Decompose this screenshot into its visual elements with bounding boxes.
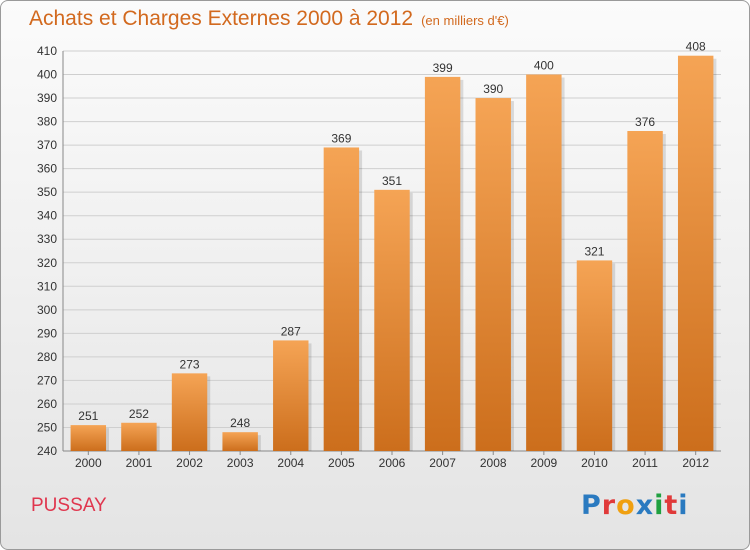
x-tick-label: 2002 — [176, 456, 203, 470]
bar — [121, 422, 157, 451]
bar — [475, 98, 511, 451]
data-label: 390 — [483, 82, 503, 96]
y-tick-label: 280 — [37, 350, 57, 364]
x-tick-label: 2006 — [379, 456, 406, 470]
data-label: 252 — [129, 407, 149, 421]
bar — [627, 131, 663, 451]
data-labels: 251 252 273 248 287 369 351 399 390 400 321 376 408 — [78, 40, 706, 430]
x-tick-label: 2012 — [682, 456, 709, 470]
y-tick-label: 360 — [37, 162, 57, 176]
data-label: 273 — [180, 357, 200, 371]
bar — [526, 74, 562, 451]
data-label: 351 — [382, 174, 402, 188]
x-tick-label: 2001 — [126, 456, 153, 470]
data-label: 400 — [534, 59, 554, 73]
bar — [374, 189, 410, 451]
y-tick-label: 330 — [37, 232, 57, 246]
y-tick-label: 370 — [37, 138, 57, 152]
place-name: PUSSAY — [31, 495, 107, 516]
bar — [70, 425, 107, 451]
y-tick-label: 250 — [37, 420, 57, 434]
x-tick-label: 2009 — [530, 456, 557, 470]
bar — [323, 147, 360, 451]
data-label: 408 — [686, 40, 706, 54]
chart-subtitle: (en milliers d'€) — [421, 13, 509, 28]
x-tick-label: 2003 — [227, 456, 254, 470]
x-tick-label: 2007 — [429, 456, 456, 470]
axes: 240 250 260 270 280 290 300 310 320 330 340 350 360 3… — [37, 44, 721, 470]
y-tick-label: 380 — [37, 115, 57, 129]
data-label: 376 — [635, 115, 655, 129]
y-tick-label: 350 — [37, 185, 57, 199]
data-label: 287 — [281, 324, 301, 338]
x-tick-label: 2011 — [632, 456, 658, 470]
y-tick-label: 300 — [37, 303, 57, 317]
logo-letter: r — [601, 490, 617, 521]
title-text: Achats et Charges Externes 2000 à 2012 — [29, 7, 414, 30]
data-label: 251 — [78, 409, 98, 423]
x-tick-label: 2005 — [328, 456, 355, 470]
bar — [424, 76, 461, 451]
y-tick-label: 390 — [37, 91, 57, 105]
bars — [70, 55, 717, 452]
x-tick-label: 2008 — [480, 456, 507, 470]
y-tick-label: 410 — [37, 44, 57, 58]
data-label: 248 — [230, 416, 250, 430]
y-tick-label: 260 — [37, 397, 57, 411]
logo-letter: t — [664, 490, 679, 521]
x-tick-label: 2010 — [581, 456, 608, 470]
logo-letter: o — [616, 490, 636, 521]
bar — [222, 432, 258, 451]
logo-letter: i — [654, 490, 665, 521]
x-tick-label: 2000 — [75, 456, 102, 470]
y-tick-label: 240 — [37, 444, 57, 458]
y-tick-label: 310 — [37, 279, 57, 293]
logo-letter: x — [635, 490, 655, 521]
y-tick-label: 270 — [37, 373, 57, 387]
y-tick-label: 320 — [37, 256, 57, 270]
data-label: 399 — [433, 61, 453, 75]
proxiti-logo: Proxiti — [581, 490, 689, 521]
chart-title: Achats et Charges Externes 2000 à 2012 (e… — [29, 7, 509, 31]
data-label: 369 — [331, 131, 351, 145]
bar — [171, 373, 208, 451]
bar — [273, 340, 309, 451]
y-tick-label: 290 — [37, 326, 57, 340]
data-label: 321 — [584, 244, 604, 258]
bar — [576, 260, 613, 451]
y-tick-label: 340 — [37, 209, 57, 223]
logo-letter: i — [678, 490, 689, 521]
x-tick-label: 2004 — [277, 456, 304, 470]
y-tick-label: 400 — [37, 68, 57, 82]
bar — [677, 55, 714, 452]
logo-letter: P — [581, 490, 602, 521]
